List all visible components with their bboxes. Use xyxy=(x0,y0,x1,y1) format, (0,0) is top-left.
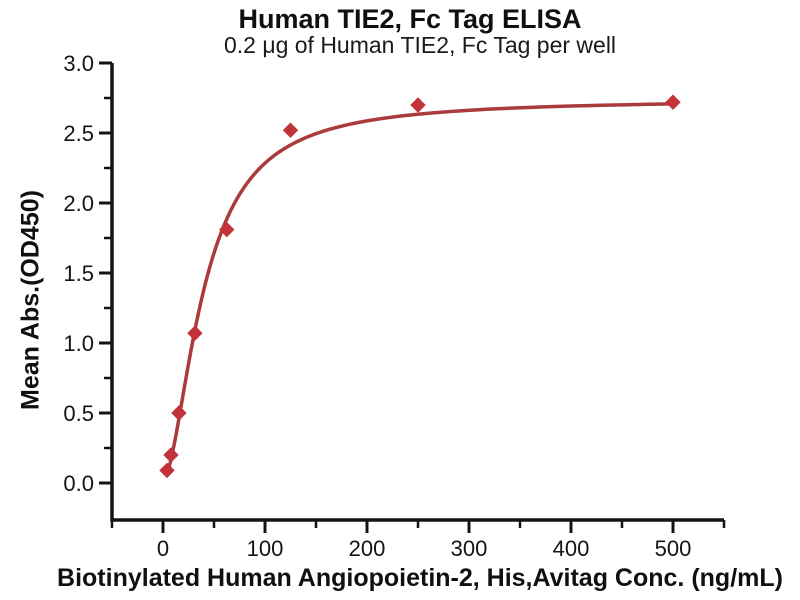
data-point xyxy=(665,94,681,110)
data-point xyxy=(282,122,299,138)
fit-curve xyxy=(165,102,675,476)
chart-subtitle: 0.2 μg of Human TIE2, Fc Tag per well xyxy=(223,32,617,58)
y-axis-title: Mean Abs.(OD450) xyxy=(16,190,45,410)
data-point xyxy=(171,405,187,421)
data-point xyxy=(159,462,175,479)
y-tick-label: 0.0 xyxy=(63,471,94,496)
y-tick-label: 0.5 xyxy=(63,401,94,426)
x-tick-label: 200 xyxy=(349,536,386,561)
y-tick-label: 2.0 xyxy=(63,191,94,216)
data-point xyxy=(163,447,179,463)
data-point xyxy=(219,221,235,238)
x-tick-label: 100 xyxy=(247,536,284,561)
y-tick-label: 2.5 xyxy=(63,121,94,146)
x-tick-label: 300 xyxy=(451,536,488,561)
x-tick-label: 500 xyxy=(655,536,692,561)
x-tick-label: 400 xyxy=(553,536,590,561)
data-point xyxy=(410,97,426,113)
x-axis-title: Biotinylated Human Angiopoietin-2, His,A… xyxy=(57,564,783,592)
y-tick-label: 3.0 xyxy=(63,51,94,76)
y-tick-label: 1.5 xyxy=(63,261,94,286)
data-point xyxy=(187,325,203,341)
y-tick-label: 1.0 xyxy=(63,331,94,356)
x-tick-label: 0 xyxy=(157,536,169,561)
chart-title: Human TIE2, Fc Tag ELISA xyxy=(238,4,582,34)
